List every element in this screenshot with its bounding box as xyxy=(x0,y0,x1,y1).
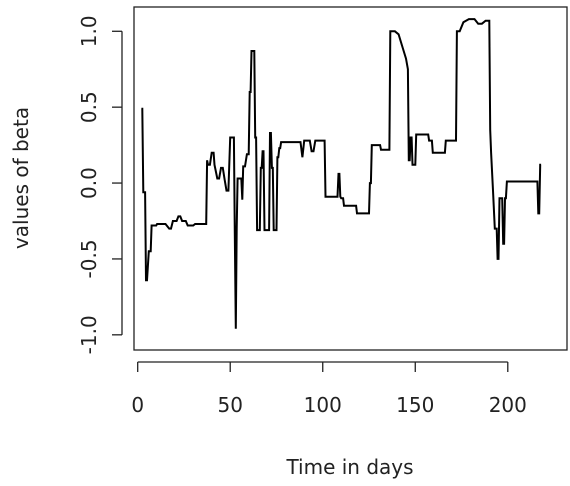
y-tick-label: -0.5 xyxy=(77,239,101,278)
y-tick-label: -1.0 xyxy=(77,315,101,354)
y-tick-label: 0.5 xyxy=(77,91,101,123)
x-tick-label: 200 xyxy=(489,393,527,417)
series-line xyxy=(141,18,542,329)
x-tick-label: 50 xyxy=(217,393,242,417)
x-tick-label: 150 xyxy=(396,393,434,417)
y-axis-title: values of beta xyxy=(9,107,33,249)
x-tick-label: 100 xyxy=(304,393,342,417)
y-axis: -1.0 -0.5 0.0 0.5 1.0 xyxy=(77,15,123,354)
plot-frame xyxy=(133,6,568,351)
y-tick-label: 0.0 xyxy=(77,167,101,199)
x-axis-title: Time in days xyxy=(285,455,413,479)
y-tick-label: 1.0 xyxy=(77,15,101,47)
x-tick-label: 0 xyxy=(131,393,144,417)
x-axis: 0 50 100 150 200 xyxy=(131,361,527,417)
series-layer xyxy=(141,18,542,329)
